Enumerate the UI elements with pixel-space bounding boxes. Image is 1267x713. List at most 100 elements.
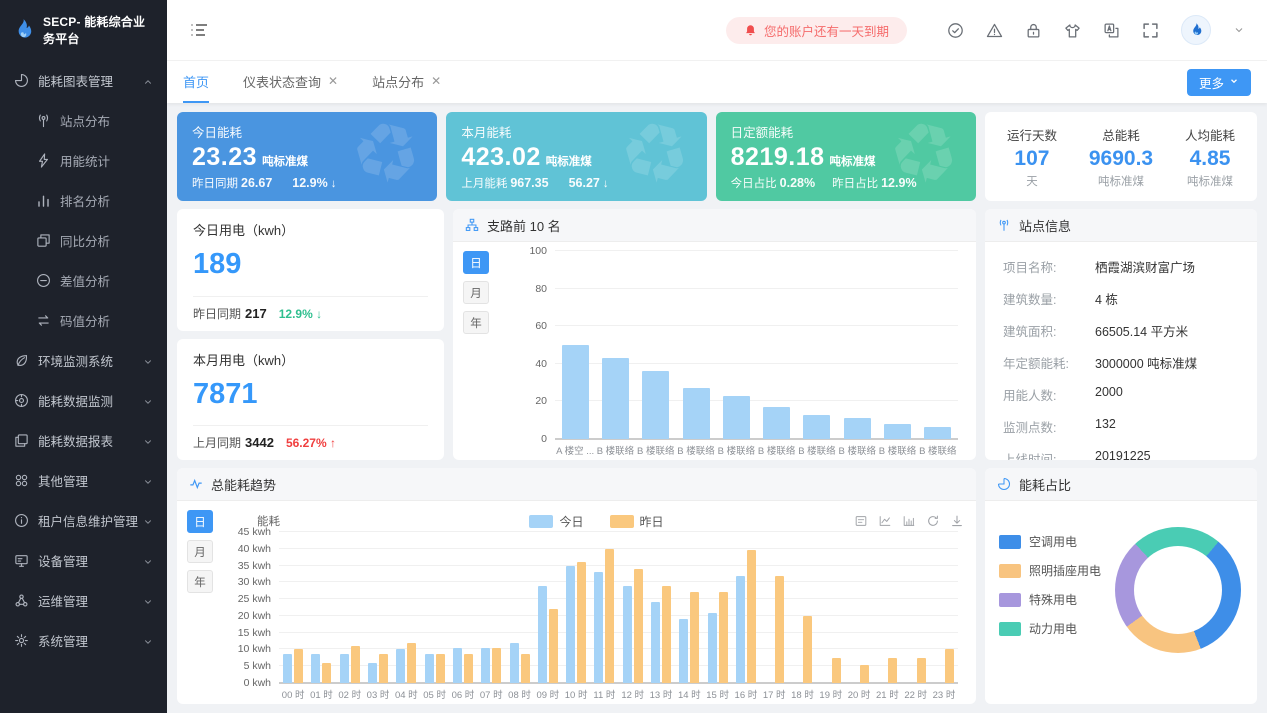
bar — [339, 654, 349, 683]
sidebar-item-运维管理[interactable]: 运维管理 — [0, 580, 167, 620]
info-label: 项目名称: — [1003, 260, 1057, 275]
shirt-icon[interactable] — [1064, 22, 1081, 39]
kpi-title: 日定额能耗 — [730, 126, 794, 140]
y-tick-label: 5 kwh — [243, 660, 271, 673]
x-tick-label: 17 时 — [762, 690, 786, 700]
sidebar-item-其他管理[interactable]: 其他管理 — [0, 460, 167, 500]
kpi-card-today-energy: 今日能耗 23.23 吨标准煤 昨日同期 26.67 12.9% ↓ ♻ — [177, 112, 438, 201]
monitor-icon — [14, 553, 29, 568]
account-expiry-notice[interactable]: 您的账户还有一天到期 — [725, 16, 907, 44]
info-label: 年定额能耗: — [1003, 356, 1069, 371]
legend-item-特殊用电[interactable]: 特殊用电 — [999, 591, 1101, 608]
sidebar-item-能耗数据报表[interactable]: 能耗数据报表 — [0, 420, 167, 460]
sidebar-subitem-同比分析[interactable]: 同比分析 — [0, 220, 167, 260]
user-menu-chevron-icon[interactable] — [1233, 24, 1245, 36]
warning-icon[interactable] — [986, 22, 1003, 39]
more-tabs-button[interactable]: 更多 — [1186, 68, 1251, 96]
bar — [622, 585, 632, 683]
y-tick-label: 20 kwh — [237, 609, 271, 622]
bar-group-22 时 — [902, 532, 930, 683]
x-tick-label: 23 时 — [932, 690, 956, 700]
tab-站点分布[interactable]: 站点分布 ✕ — [372, 61, 441, 103]
notice-text: 您的账户还有一天到期 — [763, 24, 889, 39]
sidebar-subitem-用能统计[interactable]: 用能统计 — [0, 140, 167, 180]
bar-group-07 时 — [477, 532, 505, 683]
y-tick-label: 40 kwh — [237, 542, 271, 555]
x-tick-label: B 楼联络 — [919, 446, 957, 456]
sidebar-item-系统管理[interactable]: 系统管理 — [0, 620, 167, 660]
kpi-unit: 吨标准煤 — [262, 156, 309, 168]
locale-icon[interactable] — [1103, 22, 1120, 39]
close-icon[interactable]: ✕ — [328, 74, 339, 88]
panel-header: 总能耗趋势 — [177, 468, 976, 501]
bar — [463, 654, 473, 683]
bar — [662, 585, 671, 683]
bar-group-12 时 — [619, 532, 647, 683]
sidebar-item-label: 能耗数据报表 — [38, 434, 114, 449]
sidebar-item-设备管理[interactable]: 设备管理 — [0, 540, 167, 580]
user-avatar[interactable] — [1181, 15, 1211, 45]
dataview-icon[interactable] — [854, 514, 868, 528]
theme-icon[interactable] — [947, 22, 964, 39]
legend-item-空调用电[interactable]: 空调用电 — [999, 533, 1101, 550]
bar-chart-toggle-icon[interactable] — [902, 514, 916, 528]
close-icon[interactable]: ✕ — [431, 74, 442, 88]
info-label: 建筑面积: — [1003, 324, 1057, 339]
lock-icon[interactable] — [1025, 22, 1042, 39]
x-tick-label: 22 时 — [904, 690, 928, 700]
bar — [690, 592, 700, 683]
y-tick-label: 15 kwh — [237, 626, 271, 639]
bar-group-09 时 — [534, 532, 562, 683]
donut-legend: 空调用电照明插座用电 特殊用电动力用电 — [999, 527, 1101, 653]
sidebar-menu: 能耗图表管理 站点分布 用能统计 排名分析 同比分析 差值分析 码值分析 环境监测系统 能耗数据… — [0, 60, 167, 660]
sidebar-subitem-站点分布[interactable]: 站点分布 — [0, 100, 167, 140]
legend-item-动力用电[interactable]: 动力用电 — [999, 620, 1101, 637]
period-toggle-年[interactable]: 年 — [463, 311, 489, 334]
more-tabs-label: 更多 — [1198, 76, 1224, 91]
bar — [601, 358, 629, 439]
sidebar-item-环境监测系统[interactable]: 环境监测系统 — [0, 340, 167, 380]
bar-group-00 时 — [279, 532, 307, 683]
bar — [642, 371, 670, 439]
compare-icon — [36, 233, 51, 248]
bar-group-05 时 — [420, 532, 448, 683]
sidebar-subitem-码值分析[interactable]: 码值分析 — [0, 300, 167, 340]
bar — [860, 664, 870, 683]
branch-rank-chart: 日月年 0 20 40 60 80 100 A 楼空 ... B 楼联络 B 楼联络 B 楼联络 B … — [453, 242, 976, 460]
bar — [492, 647, 502, 683]
usage-compare: 上月同期 3442 56.27% ↑ — [193, 425, 428, 451]
tab-首页[interactable]: 首页 — [183, 61, 210, 103]
legend-item-照明插座用电[interactable]: 照明插座用电 — [999, 562, 1101, 579]
site-info-row: 建筑数量: 4 栋 — [989, 282, 1253, 314]
tab-仪表状态查询[interactable]: 仪表状态查询 ✕ — [243, 61, 338, 103]
site-info-row: 建筑面积: 66505.14 平方米 — [989, 314, 1253, 346]
fullscreen-icon[interactable] — [1142, 22, 1159, 39]
bar-group-08 时 — [505, 532, 533, 683]
period-toggle-日[interactable]: 日 — [463, 251, 489, 274]
kpi-compare: 今日占比 0.28% 昨日占比 12.9% — [730, 176, 917, 190]
sidebar-item-能耗图表管理[interactable]: 能耗图表管理 — [0, 60, 167, 100]
bar — [682, 388, 710, 439]
x-tick-label: A 楼空 ... — [556, 446, 595, 456]
line-chart-toggle-icon[interactable] — [878, 514, 892, 528]
sidebar-subitem-排名分析[interactable]: 排名分析 — [0, 180, 167, 220]
summary-stats-card: 运行天数 107 天 总能耗 9690.3 吨标准煤 人均能耗 4.85 吨标准… — [984, 112, 1257, 201]
period-toggle-月[interactable]: 月 — [463, 281, 489, 304]
arrow-down-icon: ↓ — [330, 178, 337, 190]
y-tick-label: 20 — [535, 395, 547, 408]
sidebar-collapse-icon[interactable] — [189, 21, 209, 39]
sidebar-item-租户信息维护管理[interactable]: 租户信息维护管理 — [0, 500, 167, 540]
restore-icon[interactable] — [926, 514, 940, 528]
y-tick-label: 100 — [529, 245, 547, 257]
sidebar-item-能耗数据监测[interactable]: 能耗数据监测 — [0, 380, 167, 420]
period-toggle-group: 日月年 — [463, 251, 497, 456]
bell-icon — [744, 24, 757, 37]
period-toggle-日[interactable]: 日 — [187, 510, 213, 533]
info-value: 20191225 — [1095, 448, 1151, 461]
download-icon[interactable] — [950, 514, 964, 528]
bar — [350, 646, 360, 683]
period-toggle-年[interactable]: 年 — [187, 570, 213, 593]
period-toggle-月[interactable]: 月 — [187, 540, 213, 563]
sidebar-subitem-差值分析[interactable]: 差值分析 — [0, 260, 167, 300]
site-info-row: 监测点数: 132 — [989, 410, 1253, 442]
